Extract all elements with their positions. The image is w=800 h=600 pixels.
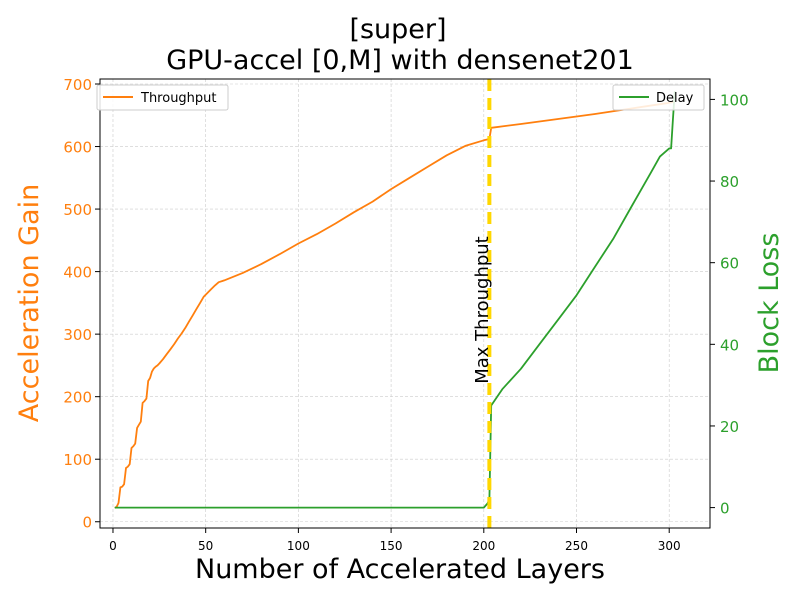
y-right-tick-label-0: 0 [720,500,730,518]
ticks-layer: 0 50 100 150 200 250 3000100200300400500600700… [63,76,748,553]
chart-title-line-2: GPU-accel [0,M] with densenet201 [166,45,634,76]
y-left-tick-label-0: 0 [82,514,92,532]
legend-throughput-label: Throughput [140,91,217,106]
series-line-delay [114,91,676,509]
y-right-tick-label-60: 60 [720,255,739,273]
legend-throughput: Throughput [96,84,229,111]
x-tick-label-250: 250 [565,539,588,553]
y-right-tick-label-100: 100 [720,91,749,109]
y-left-tick-label-300: 300 [63,326,92,344]
y-right-tick-label-80: 80 [720,173,739,191]
y-left-tick-label-700: 700 [63,76,92,94]
y-axis-left-label: Acceleration Gain [14,184,45,422]
legend-throughput-box [96,84,229,111]
grid [100,79,710,528]
y-left-tick-label-500: 500 [63,201,92,219]
chart-title-line-1: [super] [349,14,446,45]
x-tick-label-100: 100 [287,539,310,553]
x-tick-label-50: 50 [198,539,213,553]
x-axis-label: Number of Accelerated Layers [195,554,605,585]
y-left-tick-label-400: 400 [63,264,92,282]
legend-delay: Delay [612,84,705,111]
y-left-tick-label-200: 200 [63,389,92,407]
y-axis-right-label: Block Loss [754,233,785,374]
plot-frame [99,78,711,529]
y-left-tick-label-600: 600 [63,139,92,157]
x-tick-label-200: 200 [472,539,495,553]
x-tick-label-150: 150 [380,539,403,553]
x-tick-label-0: 0 [109,539,117,553]
y-right-tick-label-40: 40 [720,336,739,354]
max-throughput-annotation: Max Throughput [472,236,493,384]
x-tick-label-300: 300 [658,539,681,553]
legend-delay-label: Delay [656,91,694,106]
y-left-tick-label-100: 100 [63,451,92,469]
legend-delay-box [612,84,705,111]
y-right-tick-label-20: 20 [720,418,739,436]
series-line-throughput [114,100,676,509]
series-layer [114,91,676,509]
